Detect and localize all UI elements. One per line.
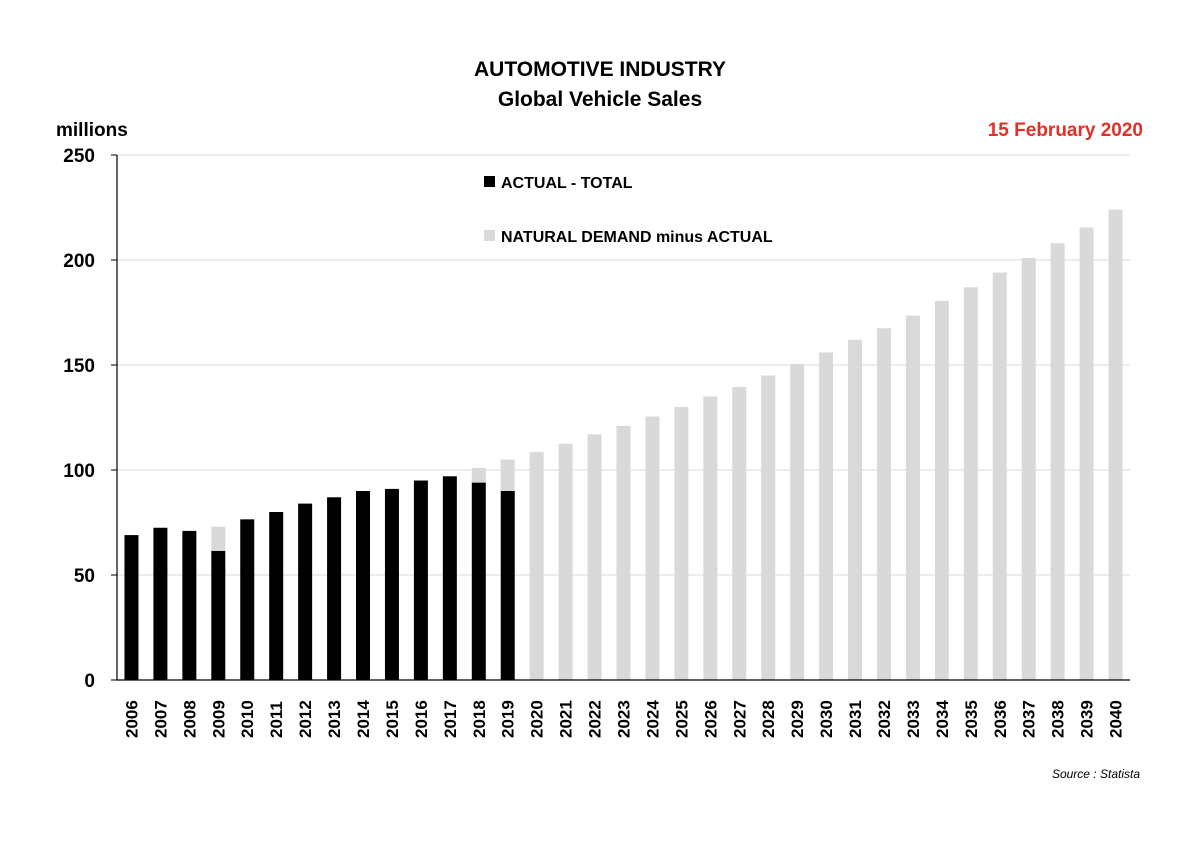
bar-natural-demand-minus-actual (558, 443, 573, 680)
bar-natural-demand-minus-actual (1108, 209, 1123, 680)
bar-actual-total (413, 480, 428, 680)
x-tick-label: 2033 (904, 700, 923, 738)
bar-natural-demand-minus-actual (1079, 227, 1094, 680)
y-tick-label: 250 (63, 146, 95, 167)
bar-actual-total (153, 527, 168, 680)
x-tick-label: 2027 (730, 700, 749, 738)
bar-natural-demand-minus-actual (992, 272, 1007, 680)
x-tick-label: 2015 (383, 700, 402, 738)
bar-natural-demand-minus-actual (616, 425, 631, 680)
x-tick-label: 2028 (759, 700, 778, 738)
legend-swatch-natural-demand (484, 230, 495, 241)
y-tick-label: 0 (84, 671, 95, 692)
bar-natural-demand-minus-actual (934, 300, 949, 680)
y-tick-label: 200 (63, 251, 95, 272)
x-tick-label: 2012 (296, 700, 315, 738)
bar-natural-demand-minus-actual (876, 328, 891, 680)
x-tick-label: 2006 (122, 700, 141, 738)
x-tick-label: 2026 (701, 700, 720, 738)
x-tick-label: 2031 (846, 700, 865, 738)
y-tick-label: 50 (74, 566, 95, 587)
x-tick-label: 2024 (643, 700, 662, 738)
chart-title: AUTOMOTIVE INDUSTRY (474, 58, 726, 81)
bar-natural-demand-minus-actual (905, 315, 920, 680)
bar-natural-demand-minus-actual (761, 375, 776, 680)
bar-actual-total (500, 491, 515, 680)
x-tick-label: 2032 (875, 700, 894, 738)
bar-actual-total (384, 488, 399, 680)
x-tick-label: 2039 (1078, 700, 1097, 738)
x-tick-label: 2022 (586, 700, 605, 738)
bar-natural-demand-minus-actual (529, 452, 544, 680)
x-tick-label: 2013 (325, 700, 344, 738)
x-tick-label: 2018 (470, 700, 489, 738)
bar-natural-demand-minus-actual (1021, 257, 1036, 680)
bar-natural-demand-minus-actual (471, 467, 486, 483)
bar-actual-total (269, 512, 284, 680)
x-tick-label: 2016 (412, 700, 431, 738)
bar-actual-total (124, 535, 139, 680)
bar-actual-total (356, 491, 371, 680)
bars (124, 209, 1123, 680)
x-tick-label: 2036 (991, 700, 1010, 738)
x-tick-label: 2023 (615, 700, 634, 738)
legend-swatch-actual (484, 176, 495, 187)
bar-natural-demand-minus-actual (703, 396, 718, 680)
bar-natural-demand-minus-actual (732, 387, 747, 680)
x-tick-label: 2025 (672, 700, 691, 738)
bar-natural-demand-minus-actual (587, 434, 602, 680)
x-tick-label: 2007 (151, 700, 170, 738)
x-tick-label: 2011 (267, 701, 286, 738)
x-tick-label: 2021 (557, 700, 576, 738)
x-tick-label: 2034 (933, 700, 952, 738)
bar-natural-demand-minus-actual (790, 363, 805, 680)
x-tick-label: 2017 (441, 700, 460, 738)
bar-natural-demand-minus-actual (500, 459, 515, 491)
legend: ACTUAL - TOTAL NATURAL DEMAND minus ACTU… (484, 175, 773, 246)
legend-label-natural-demand: NATURAL DEMAND minus ACTUAL (501, 229, 773, 246)
bar-natural-demand-minus-actual (963, 287, 978, 680)
x-tick-label: 2035 (962, 700, 981, 738)
x-tick-label: 2030 (817, 700, 836, 738)
bar-actual-total (442, 476, 457, 680)
y-axis-unit-label: millions (56, 120, 128, 141)
x-tick-label: 2029 (788, 700, 807, 738)
x-tick-label: 2008 (180, 700, 199, 738)
x-tick-label: 2009 (209, 700, 228, 738)
x-tick-label: 2038 (1049, 700, 1068, 738)
bar-natural-demand-minus-actual (1050, 243, 1065, 680)
source-note: Source : Statista (1052, 767, 1140, 781)
y-tick-label: 150 (63, 356, 95, 377)
bar-natural-demand-minus-actual (674, 407, 689, 680)
chart-subtitle: Global Vehicle Sales (498, 88, 702, 111)
bar-natural-demand-minus-actual (645, 416, 660, 680)
bar-natural-demand-minus-actual (211, 526, 226, 551)
gridlines (111, 154, 1130, 681)
bar-actual-total (471, 482, 486, 680)
bar-actual-total (327, 497, 342, 680)
x-tick-label: 2040 (1107, 700, 1126, 738)
y-tick-label: 100 (63, 461, 95, 482)
bar-actual-total (182, 530, 197, 680)
x-tick-label: 2037 (1020, 700, 1039, 738)
bar-actual-total (211, 550, 226, 680)
x-tick-label: 2020 (528, 700, 547, 738)
x-tick-label: 2010 (238, 700, 257, 738)
x-tick-label: 2014 (354, 700, 373, 738)
axes (116, 155, 1130, 681)
bar-actual-total (298, 503, 313, 680)
bar-natural-demand-minus-actual (819, 352, 834, 680)
legend-label-actual: ACTUAL - TOTAL (501, 175, 633, 192)
bar-natural-demand-minus-actual (848, 339, 863, 680)
bar-actual-total (240, 519, 255, 680)
y-tick-labels: 0 50 100 150 200 250 (63, 146, 95, 692)
chart-date: 15 February 2020 (988, 120, 1143, 141)
x-tick-labels: 2006 2007 2008 2009 2010 2011 2012 2013 2014 2015… (122, 700, 1125, 738)
x-tick-label: 2019 (499, 700, 518, 738)
